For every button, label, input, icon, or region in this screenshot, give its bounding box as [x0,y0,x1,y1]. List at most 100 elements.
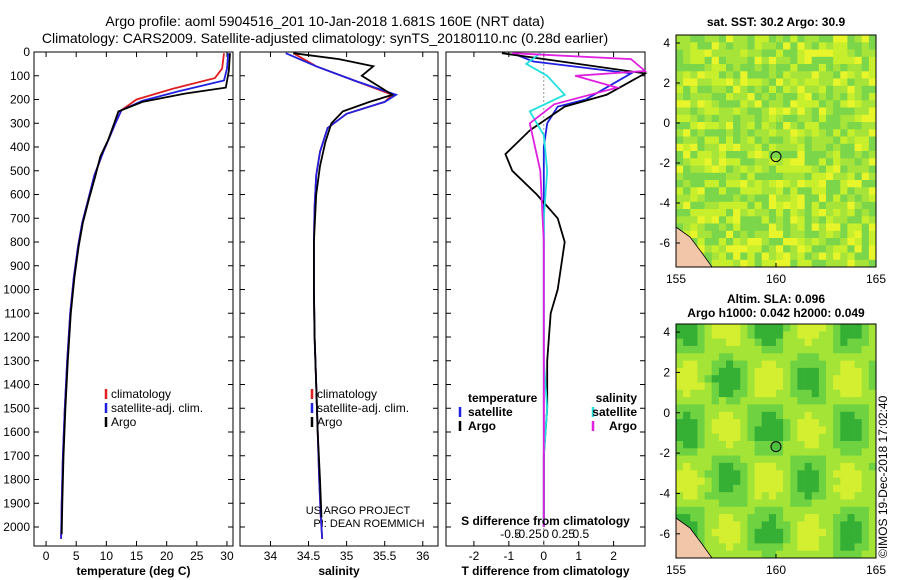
map-cell [754,180,763,188]
map-cell [768,521,777,530]
map-cell [861,470,870,478]
map-cell [783,353,791,361]
map-cell [826,42,834,50]
map-cell [676,353,684,361]
x-tick-label: 5 [73,549,80,563]
map-cell [826,441,834,449]
map-cell [783,35,791,43]
map-cell [783,56,791,65]
map-cell [804,223,813,232]
map-cell [690,230,698,239]
map-cell [854,550,863,559]
map-cell [868,462,877,471]
map-cell [861,172,870,181]
map-cell [861,499,870,508]
map-cell [804,194,813,203]
map-cell [740,528,748,537]
map-cell [733,499,741,508]
map-cell [704,85,713,94]
map-cell [826,71,834,79]
map-cell [718,143,727,152]
map-cell [726,230,734,239]
map-cell [747,151,755,159]
map-cell [676,129,684,137]
depth-tick-label: 900 [10,259,30,273]
map-cell [818,411,827,420]
map-cell [826,252,834,261]
map-cell [754,165,763,174]
map-cell [790,230,798,239]
map-cell [690,209,698,217]
map-cell [840,441,848,449]
map-cell [847,324,855,332]
map-cell [676,367,684,376]
map-cell [733,345,741,354]
map-cell [697,158,705,166]
map-cell [711,64,720,72]
map-cell [840,259,848,268]
map-cell [740,550,748,559]
map-cell [768,484,777,493]
map-cell [761,441,770,449]
map-cell [811,536,820,544]
map-cell [776,201,784,210]
map-cell [868,56,877,65]
map-cell [790,56,798,65]
map-cell [840,514,848,522]
map-cell [740,180,748,188]
map-cell [697,331,705,339]
map-cell [804,252,813,261]
map-cell [847,209,855,217]
map-cell [726,107,734,116]
map-cell [868,78,877,87]
map-cell [818,158,827,166]
map-cell [847,536,855,544]
map-cell [690,419,698,427]
map-cell [704,484,713,493]
map-cell [776,492,784,500]
map-cell [833,536,841,544]
map-cell [790,550,798,559]
map-cell [783,71,791,79]
map-cell [683,506,691,515]
map-cell [726,448,734,456]
map-cell [676,338,684,347]
map-cell [861,107,870,116]
map-cell [718,259,727,268]
map-cell [690,49,698,58]
map-cell [868,151,877,159]
map-cell [833,331,841,339]
map-cell [854,49,863,58]
map-cell [797,216,805,224]
map-cell [711,129,720,137]
map-cell [818,129,827,137]
temperature-frame [33,51,234,547]
map-cell [754,375,763,383]
map-cell [761,419,770,427]
map-cell [740,151,748,159]
map-cell [768,492,777,500]
map-cell [733,419,741,427]
map-cell [847,521,855,530]
map-cell [861,216,870,224]
map-cell [790,484,798,493]
x-tick-label: 34 [264,549,278,563]
map-cell [811,143,820,152]
map-cell [776,389,784,398]
map-cell [783,100,791,108]
map-cell [811,441,820,449]
map-cell [754,252,763,261]
map-cell [733,411,741,420]
map-cell [833,360,841,369]
map-cell [718,136,727,145]
map-cell [754,194,763,203]
map-cell [818,506,827,515]
map-cell [761,64,770,72]
x-axis-label: salinity [318,564,360,578]
map-cell [854,56,863,65]
map-cell [847,114,855,123]
map-cell [854,521,863,530]
map-cell [783,484,791,493]
map-cell [726,506,734,515]
map-cell [718,470,727,478]
